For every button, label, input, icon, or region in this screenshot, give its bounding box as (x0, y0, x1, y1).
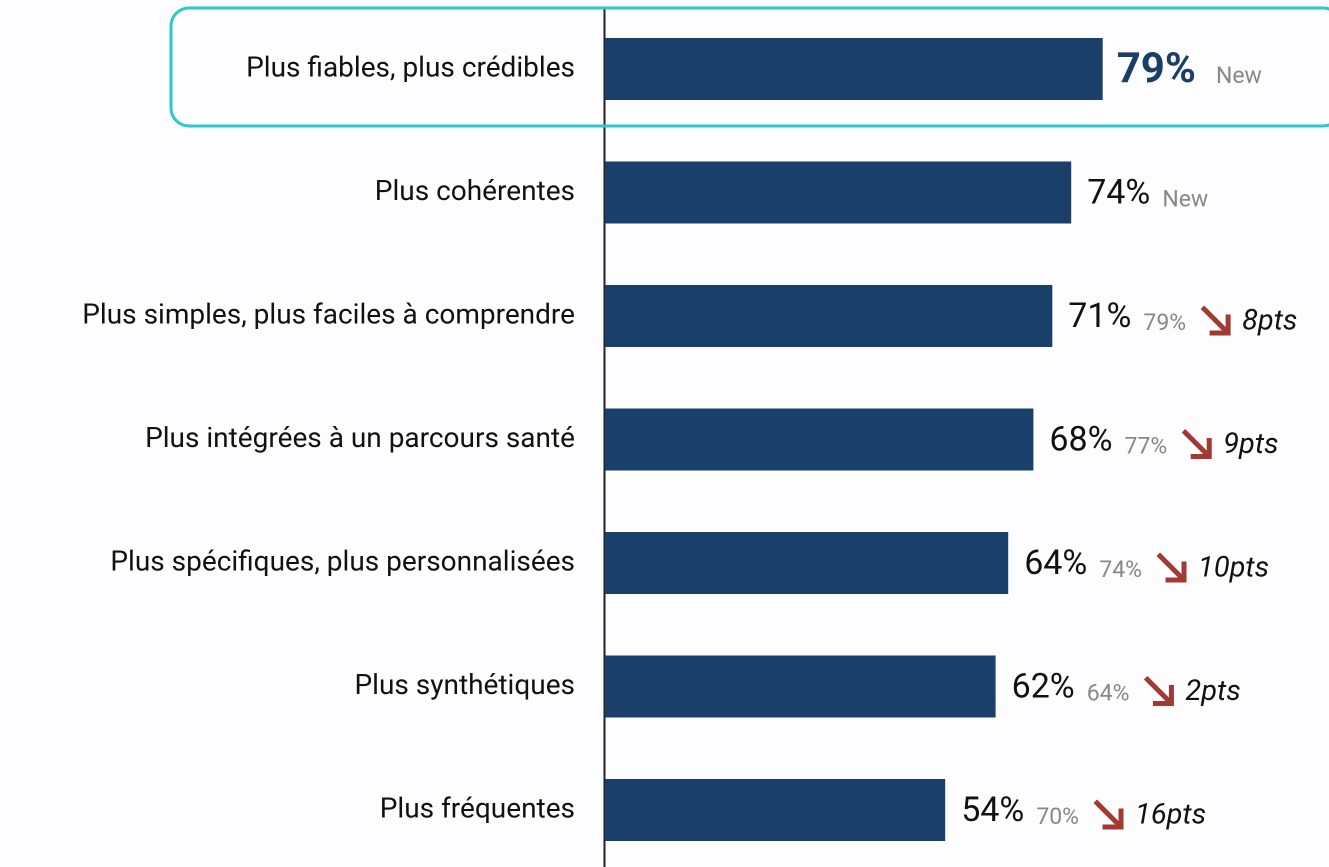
category-label: Plus cohérentes (375, 174, 575, 207)
category-label: Plus spécifiques, plus personnalisées (110, 544, 575, 577)
category-label: Plus synthétiques (354, 668, 575, 701)
trend-arrow (1181, 428, 1212, 459)
change-label: 10pts (1198, 551, 1269, 585)
change-label: 2pts (1185, 674, 1240, 708)
previous-label: New (1216, 62, 1262, 89)
category-label: Plus fréquentes (380, 791, 575, 824)
value-label: 71% (1068, 296, 1131, 336)
value-label: 64% (1024, 543, 1087, 583)
trend-arrow (1156, 552, 1187, 583)
previous-label: 70% (1036, 803, 1079, 830)
highlight-box (169, 6, 1329, 128)
value-label: 68% (1049, 419, 1112, 459)
category-label: Plus fiables, plus crédibles (246, 50, 575, 83)
bar (605, 38, 1103, 100)
bar (605, 285, 1053, 347)
change-label: 16pts (1135, 798, 1206, 832)
change-label: 9pts (1223, 427, 1278, 461)
previous-label: 74% (1099, 556, 1142, 583)
value-label: 79% (1117, 44, 1196, 93)
value-label: 62% (1012, 666, 1075, 706)
value-label: 54% (961, 790, 1024, 830)
category-label: Plus intégrées à un parcours santé (145, 421, 575, 454)
change-label: 8pts (1242, 304, 1297, 338)
previous-label: New (1162, 186, 1208, 213)
category-label: Plus simples, plus faciles à comprendre (82, 297, 575, 330)
previous-label: 64% (1087, 680, 1130, 707)
previous-label: 77% (1125, 433, 1168, 460)
bar (605, 161, 1072, 224)
value-label: 74% (1087, 172, 1150, 212)
trend-arrow (1093, 799, 1124, 830)
previous-label: 79% (1143, 309, 1186, 336)
bar (605, 655, 996, 718)
bar (605, 532, 1009, 594)
trend-arrow (1143, 675, 1174, 706)
bar (605, 408, 1034, 471)
trend-arrow (1200, 305, 1231, 336)
bar (605, 779, 946, 841)
